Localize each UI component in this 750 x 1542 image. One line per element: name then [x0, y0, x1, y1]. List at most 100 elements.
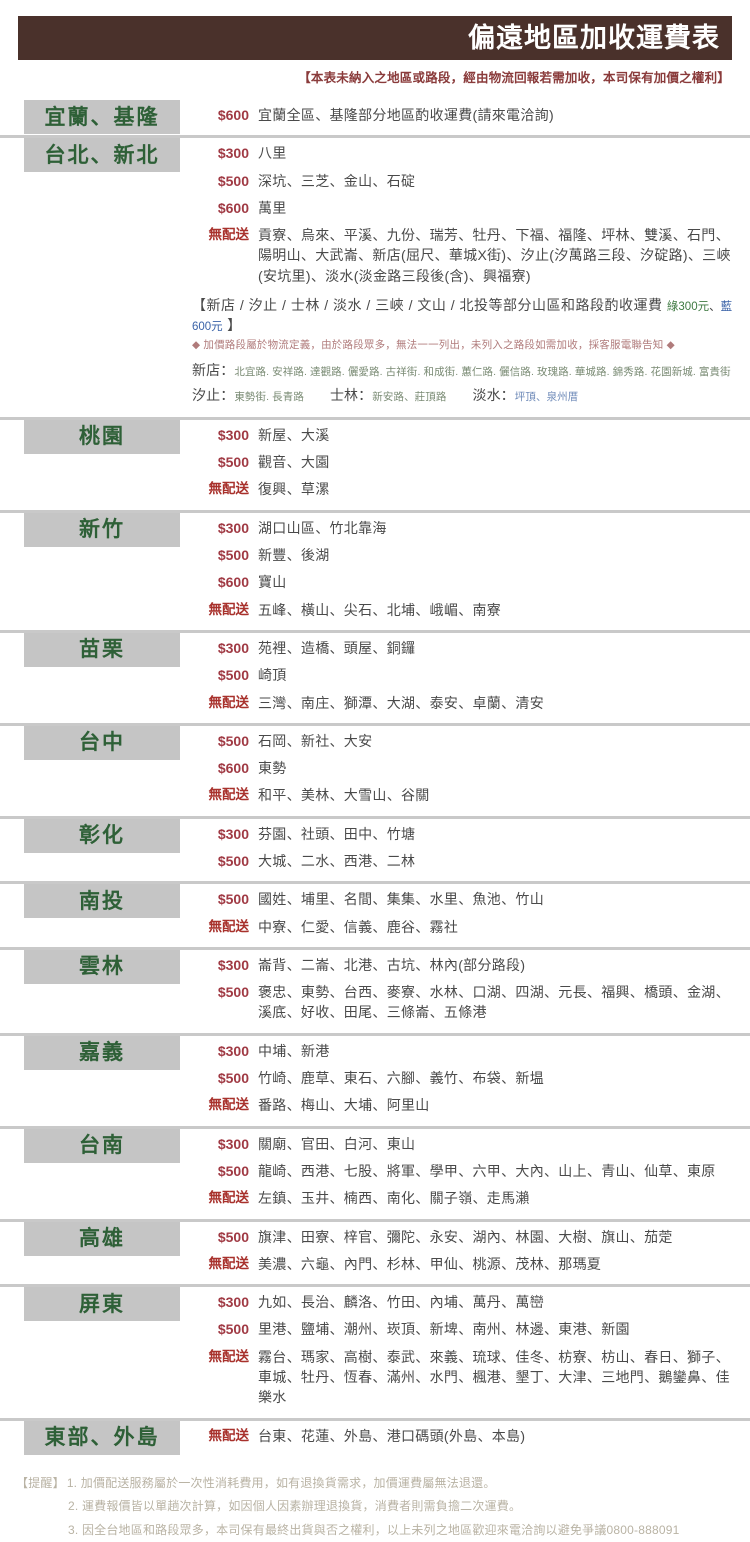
area-list: 五峰、橫山、尖石、北埔、峨嵋、南寮 [258, 601, 502, 618]
region-label-cell: 嘉義 [0, 1035, 180, 1070]
fee-row: $500 崎頂 [192, 665, 742, 685]
area-list: 八里 [258, 145, 287, 162]
surcharge-blue-tier: 藍600元 [192, 301, 733, 334]
region-chip: 台中 [24, 725, 180, 760]
region-rows: $300 中埔、新港 $500 竹崎、鹿草、東石、六腳、義竹、布袋、新塭 無配送 番路、梅… [180, 1036, 750, 1126]
header-bar: 偏遠地區加收運費表 [18, 16, 732, 60]
area-list: 萬里 [258, 199, 287, 216]
region-rows: $300 苑裡、造橋、頭屋、銅鑼 $500 崎頂 無配送 三灣、南庄、獅潭、大湖、泰安、卓… [180, 633, 750, 723]
fee-amount-label: $300 [217, 956, 249, 973]
region-name: 新竹 [79, 518, 125, 542]
region-name: 苗栗 [79, 638, 125, 662]
fee-amount-label: $500 [217, 454, 249, 471]
area-list: 芬園、社頭、田中、竹塘 [258, 825, 416, 842]
fee-row: $500 龍崎、西港、七股、將軍、學甲、六甲、大內、山上、青山、仙草、東原 [192, 1161, 742, 1181]
region-rows: $500 國姓、埔里、名間、集集、水里、魚池、竹山無配送 中寮、仁愛、信義、鹿谷、霧… [180, 884, 750, 947]
fee-amount-label: $500 [217, 984, 249, 1001]
region-rows: $600 宜蘭全區、基隆部分地區酌收運費(請來電洽詢) [180, 100, 750, 135]
fee-row: $500 褒忠、東勢、台西、麥寮、水林、口湖、四湖、元長、福興、橋頭、金湖、溪底、… [192, 982, 742, 1023]
fee-row: $300 九如、長治、麟洛、竹田、內埔、萬丹、萬巒 [192, 1292, 742, 1312]
fee-amount-label: $300 [217, 1042, 249, 1059]
fee-row: $500 竹崎、鹿草、東石、六腳、義竹、布袋、新塭 [192, 1068, 742, 1088]
street-name-list: 坪頂、泉州厝 [514, 390, 579, 403]
region-chip: 彰化 [24, 818, 180, 853]
street-line: 汐止：東勢街. 長青路 士林：新安路、莊頂路 淡水：坪頂、泉州厝 [192, 383, 742, 408]
fee-row: $500 大城、二水、西港、二林 [192, 851, 742, 871]
street-district-name: 汐止： [192, 386, 235, 403]
region-name: 宜蘭、基隆 [44, 105, 160, 129]
region-rows: $500 石岡、新社、大安 $600 東勢 無配送 和平、美林、大雪山、谷關 [180, 726, 750, 816]
region-name: 嘉義 [79, 1041, 125, 1065]
region-label-cell: 彰化 [0, 818, 180, 853]
fee-row: 無配送 復興、草漯 [192, 479, 742, 499]
street-district-name: 淡水： [472, 386, 515, 403]
footer-note-text: 1. 加價配送服務屬於一次性消耗費用，如有退換貨需求，加價運費屬無法退還。 [66, 1475, 496, 1490]
area-list: 國姓、埔里、名間、集集、水里、魚池、竹山 [258, 891, 544, 908]
fee-section: 台南 $300 關廟、官田、白河、東山 $500 龍崎、西港、七股、將軍、學甲、六甲、大… [0, 1125, 750, 1219]
region-label-cell: 台南 [0, 1128, 180, 1163]
fee-section: 苗栗 $300 苑裡、造橋、頭屋、銅鑼 $500 崎頂 無配送 三灣、南庄、獅潭、大湖、泰安… [0, 629, 750, 723]
fee-row: 無配送 和平、美林、大雪山、谷關 [192, 785, 742, 805]
region-rows: $300 芬園、社頭、田中、竹塘 $500 大城、二水、西港、二林 [180, 819, 750, 882]
street-detail-block: 新店：北宜路. 安祥路. 達觀路. 儷愛路. 古祥街. 和成街. 蕙仁路. 儷信… [192, 358, 742, 408]
area-list: 龍崎、西港、七股、將軍、學甲、六甲、大內、山上、青山、仙草、東原 [258, 1162, 716, 1179]
fee-amount-label: $500 [217, 891, 249, 908]
area-list: 崎頂 [258, 667, 287, 684]
surcharge-note-main: 【新店 / 汐止 / 士林 / 淡水 / 三峽 / 文山 / 北投等部分山區和路… [192, 297, 667, 314]
fee-row: 無配送 霧台、瑪家、高樹、泰武、來義、琉球、佳冬、枋寮、枋山、春日、獅子、車城、牡… [192, 1347, 742, 1408]
footer-notes: 【提醒】 1. 加價配送服務屬於一次性消耗費用，如有退換貨需求，加價運費屬無法退還… [16, 1472, 732, 1542]
fee-section: 屏東 $300 九如、長治、麟洛、竹田、內埔、萬丹、萬巒 $500 里港、鹽埔、潮州、崁… [0, 1284, 750, 1417]
fee-amount-label: $500 [217, 1070, 249, 1087]
fee-amount-label: $500 [217, 852, 249, 869]
no-delivery-label: 無配送 [208, 227, 250, 243]
region-rows: 無配送 台東、花蓮、外島、港口碼頭(外島、本島) [180, 1421, 750, 1456]
region-name: 雲林 [79, 955, 125, 979]
region-rows: $300 關廟、官田、白河、東山 $500 龍崎、西港、七股、將軍、學甲、六甲、大內、… [180, 1129, 750, 1219]
fee-section: 桃園 $300 新屋、大溪 $500 觀音、大園 無配送 復興、草漯 [0, 416, 750, 510]
fee-amount-label: $600 [217, 760, 249, 777]
fee-section: 嘉義 $300 中埔、新港 $500 竹崎、鹿草、東石、六腳、義竹、布袋、新塭 無配送 番路… [0, 1032, 750, 1126]
fee-section: 台中 $500 石岡、新社、大安 $600 東勢 無配送 和平、美林、大雪山、谷關 [0, 722, 750, 816]
area-list: 復興、草漯 [258, 481, 330, 498]
region-chip: 嘉義 [24, 1035, 180, 1070]
fee-row: 無配送 中寮、仁愛、信義、鹿谷、霧社 [192, 917, 742, 937]
footer-reminder-tag: 【提醒】 [16, 1475, 65, 1490]
area-list: 寶山 [258, 574, 287, 591]
fee-amount-label: $600 [217, 199, 249, 216]
area-list: 竹崎、鹿草、東石、六腳、義竹、布袋、新塭 [258, 1070, 544, 1087]
region-label-cell: 苗栗 [0, 632, 180, 667]
region-name: 桃園 [79, 425, 125, 449]
fee-amount-label: $300 [217, 145, 249, 162]
region-name: 南投 [79, 889, 125, 913]
no-delivery-label: 無配送 [208, 601, 250, 617]
area-list: 中寮、仁愛、信義、鹿谷、霧社 [258, 918, 459, 935]
no-delivery-label: 無配送 [208, 1255, 250, 1271]
area-list: 台東、花蓮、外島、港口碼頭(外島、本島) [258, 1427, 526, 1444]
fee-section: 台北、新北 $300 八里 $500 深坑、三芝、金山、石碇 $600 萬里 無配送 貢寮、烏來… [0, 135, 750, 417]
area-list: 大城、二水、西港、二林 [258, 852, 416, 869]
region-label-cell: 台北、新北 [0, 138, 180, 173]
area-list: 三灣、南庄、獅潭、大湖、泰安、卓蘭、清安 [258, 694, 544, 711]
region-name: 彰化 [79, 824, 125, 848]
footer-note-item: 2. 運費報價皆以單趟次計算，如因個人因素辦理退換貨，消費者則需負擔二次運費。 [68, 1499, 522, 1514]
region-label-cell: 宜蘭、基隆 [0, 100, 180, 134]
fee-amount-label: $600 [217, 107, 249, 123]
no-delivery-label: 無配送 [208, 481, 250, 497]
region-chip: 苗栗 [24, 632, 180, 667]
fee-amount-label: $500 [217, 172, 249, 189]
region-chip: 高雄 [24, 1221, 180, 1256]
surcharge-green-tier: 綠300元 [666, 301, 710, 314]
area-list: 左鎮、玉井、楠西、南化、關子嶺、走馬瀨 [258, 1190, 530, 1207]
area-list: 貢寮、烏來、平溪、九份、瑞芳、牡丹、下福、福隆、坪林、雙溪、石門、陽明山、大武崙… [258, 227, 731, 284]
header-subtitle: 【本表未納入之地區或路段，經由物流回報若需加收，本司保有加價之權利】 [298, 71, 730, 85]
fee-row: 無配送 番路、梅山、大埔、阿里山 [192, 1095, 742, 1115]
area-list: 旗津、田寮、梓官、彌陀、永安、湖內、林園、大樹、旗山、茄萣 [258, 1228, 673, 1245]
area-list: 美濃、六龜、內門、杉林、甲仙、桃源、茂林、那瑪夏 [258, 1255, 602, 1272]
fee-section: 南投 $500 國姓、埔里、名間、集集、水里、魚池、竹山無配送 中寮、仁愛、信義、鹿谷… [0, 881, 750, 947]
area-list: 深坑、三芝、金山、石碇 [258, 172, 416, 189]
fee-amount-label: $500 [217, 1228, 249, 1245]
fee-amount-label: $600 [217, 574, 249, 591]
area-list: 石岡、新社、大安 [258, 732, 373, 749]
fee-amount-label: $300 [217, 1135, 249, 1152]
region-rows: $300 八里 $500 深坑、三芝、金山、石碇 $600 萬里 無配送 貢寮、烏來、平溪、九… [180, 138, 750, 417]
